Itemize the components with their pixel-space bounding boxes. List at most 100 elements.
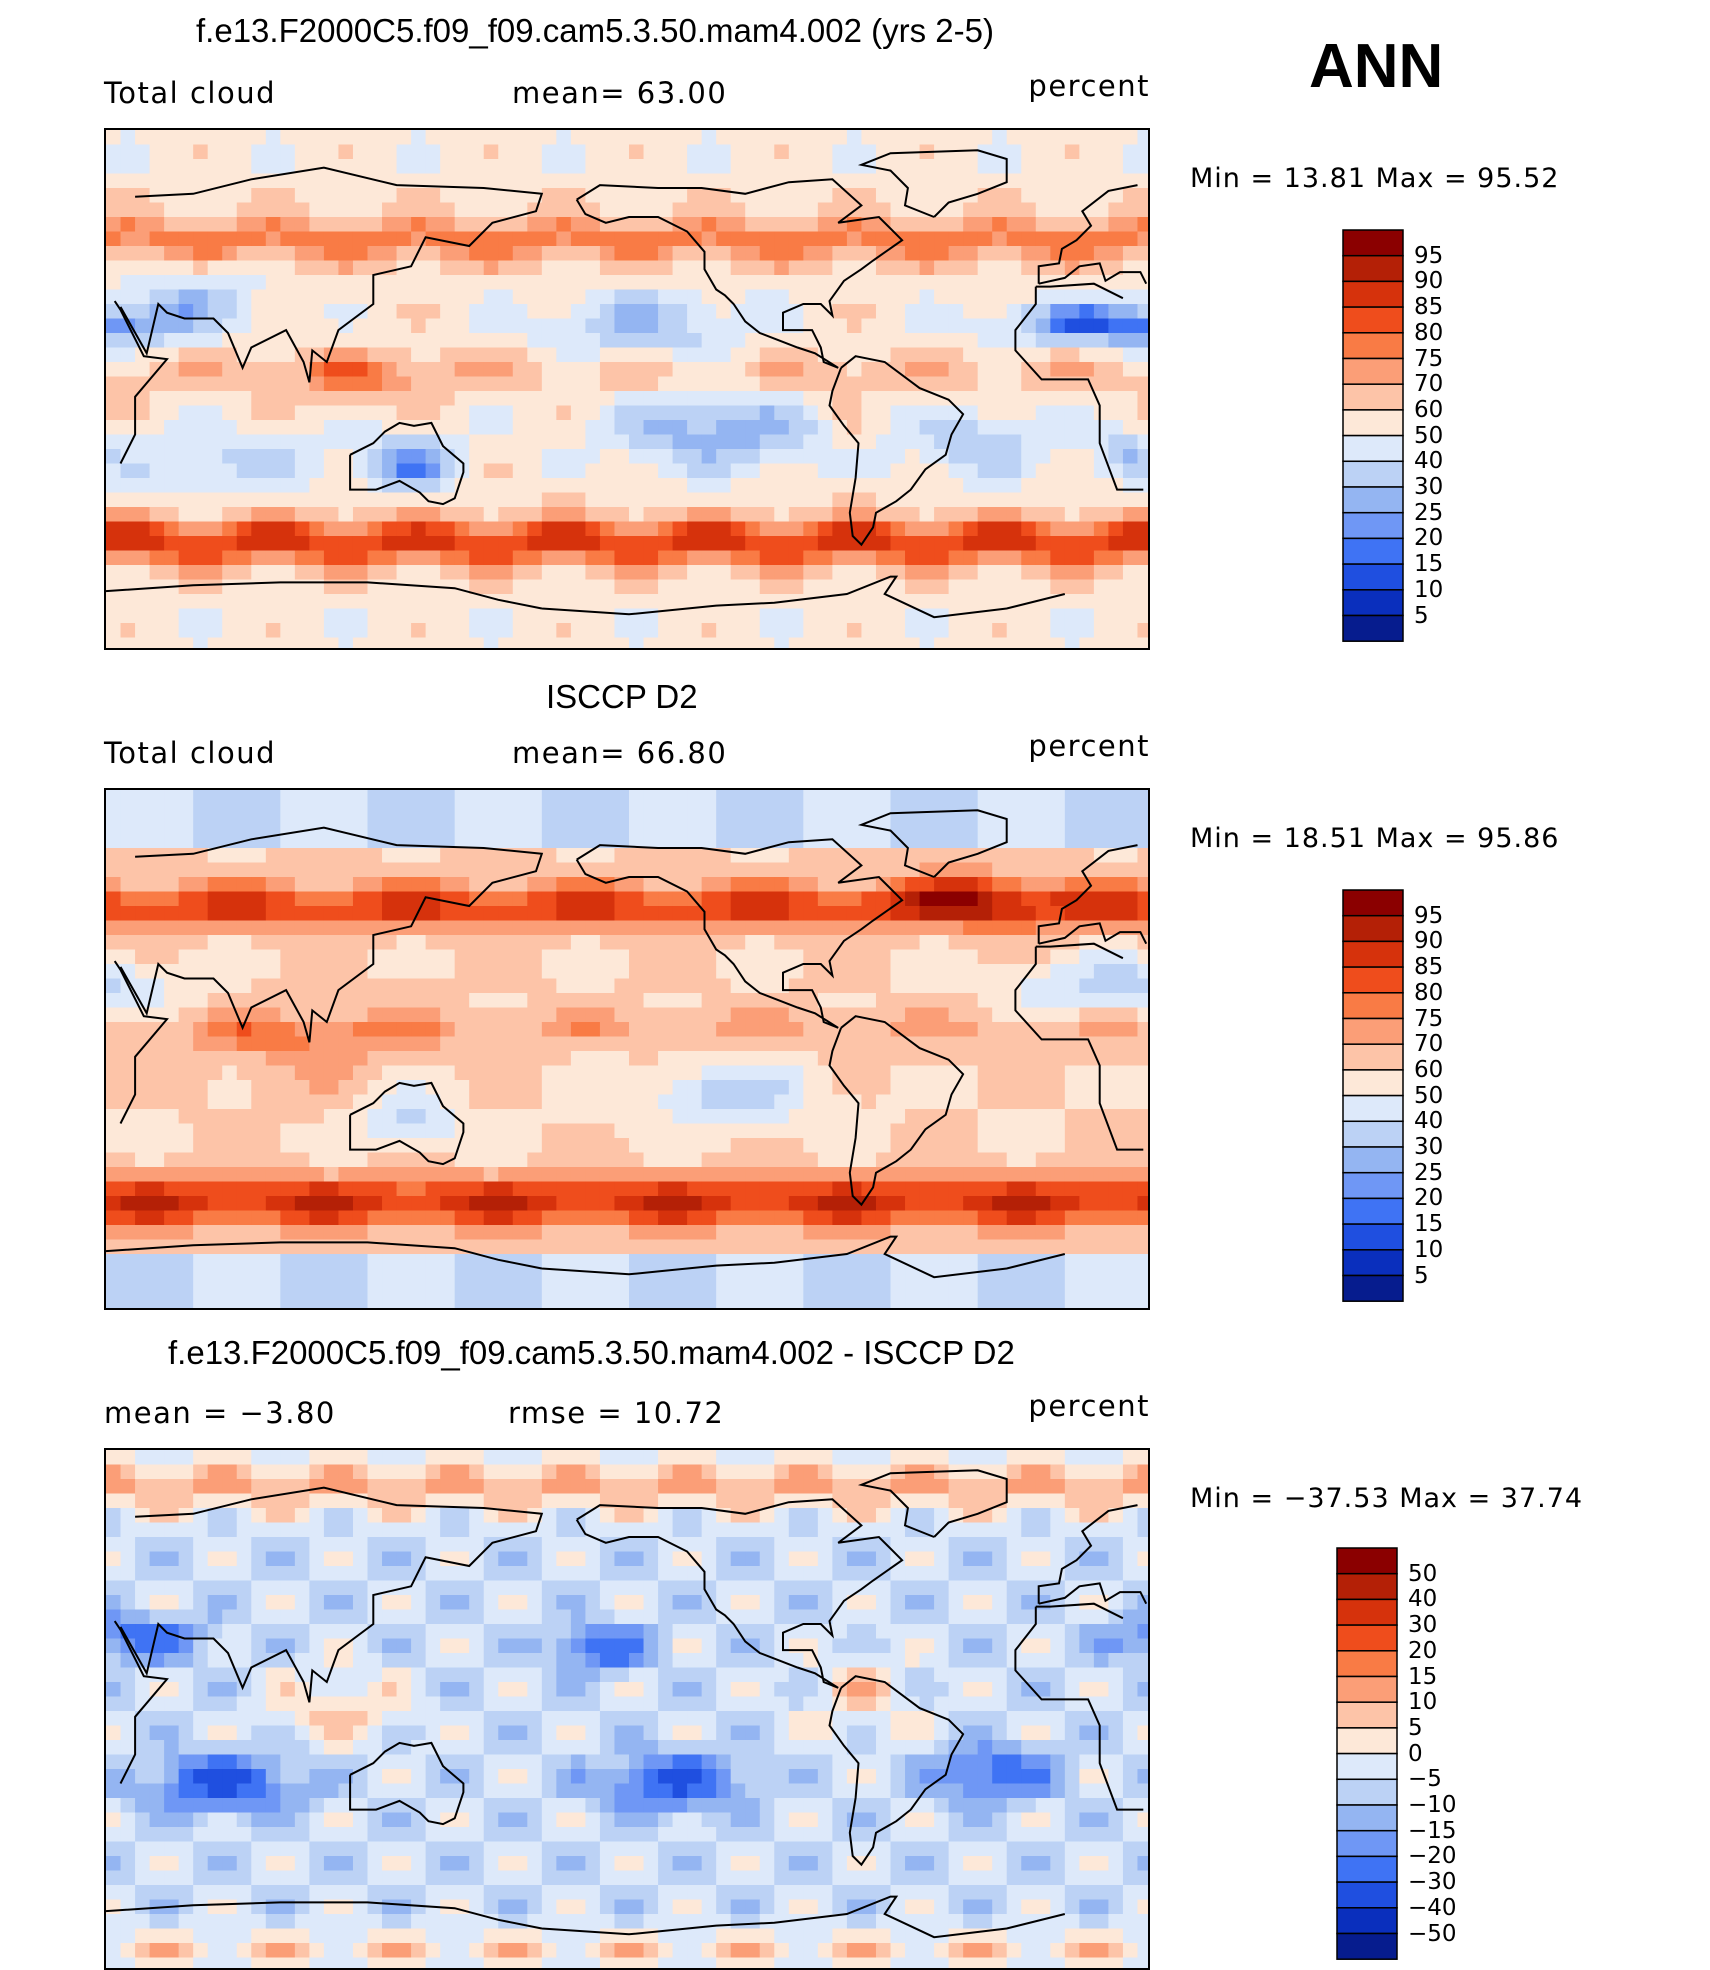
field-cell: [484, 1240, 499, 1255]
field-cell: [978, 863, 993, 878]
field-cell: [382, 892, 397, 907]
field-cell: [440, 159, 455, 174]
field-cell: [934, 261, 949, 276]
field-cell: [411, 935, 426, 950]
field-cell: [542, 950, 557, 965]
field-cell: [963, 565, 978, 580]
field-cell: [556, 834, 571, 849]
field-cell: [1123, 391, 1138, 406]
field-cell: [1094, 819, 1109, 834]
field-cell: [1021, 130, 1036, 145]
field-cell: [382, 304, 397, 319]
field-cell: [280, 188, 295, 203]
field-cell: [266, 406, 281, 421]
field-cell: [338, 377, 353, 392]
field-cell: [251, 507, 266, 522]
field-cell: [803, 203, 818, 218]
field-cell: [397, 1182, 412, 1197]
field-cell: [484, 1022, 499, 1037]
field-cell: [208, 1225, 223, 1240]
field-cell: [251, 159, 266, 174]
field-cell: [861, 377, 876, 392]
field-cell: [702, 964, 717, 979]
field-cell: [745, 333, 760, 348]
field-cell: [542, 217, 557, 232]
field-cell: [760, 906, 775, 921]
field-cell: [440, 993, 455, 1008]
field-cell: [542, 834, 557, 849]
field-cell: [106, 1066, 121, 1081]
field-cell: [1036, 623, 1051, 638]
field-cell: [702, 950, 717, 965]
field-cell: [556, 993, 571, 1008]
field-cell: [600, 638, 615, 651]
field-cell: [106, 493, 121, 508]
field-cell: [309, 979, 324, 994]
field-cell: [498, 935, 513, 950]
field-cell: [905, 420, 920, 435]
field-cell: [208, 1066, 223, 1081]
field-cell: [614, 449, 629, 464]
field-cell: [745, 464, 760, 479]
field-cell: [876, 304, 891, 319]
field-cell: [1065, 638, 1080, 651]
field-cell: [1123, 790, 1138, 805]
field-cell: [397, 275, 412, 290]
field-cell: [382, 1153, 397, 1168]
field-cell: [731, 1182, 746, 1197]
field-cell: [295, 993, 310, 1008]
field-cell: [353, 819, 368, 834]
field-cell: [266, 1138, 281, 1153]
field-cell: [673, 834, 688, 849]
field-cell: [106, 507, 121, 522]
field-cell: [760, 1138, 775, 1153]
field-cell: [556, 1167, 571, 1182]
field-cell: [353, 950, 368, 965]
field-cell: [295, 1109, 310, 1124]
field-cell: [702, 478, 717, 493]
field-cell: [1137, 261, 1150, 276]
field-cell: [324, 1051, 339, 1066]
field-cell: [542, 906, 557, 921]
field-cell: [1007, 863, 1022, 878]
field-cell: [222, 377, 237, 392]
field-cell: [949, 1153, 964, 1168]
field-cell: [382, 246, 397, 261]
field-cell: [397, 1095, 412, 1110]
field-cell: [832, 435, 847, 450]
field-cell: [368, 203, 383, 218]
field-cell: [1137, 464, 1150, 479]
field-cell: [1036, 906, 1051, 921]
field-cell: [644, 1109, 659, 1124]
field-cell: [121, 1124, 136, 1139]
field-cell: [455, 333, 470, 348]
field-cell: [644, 275, 659, 290]
field-cell: [600, 1109, 615, 1124]
field-cell: [484, 819, 499, 834]
field-cell: [542, 130, 557, 145]
field-cell: [397, 609, 412, 624]
field-cell: [600, 594, 615, 609]
field-cell: [280, 863, 295, 878]
colorbar-label: 5: [1414, 605, 1429, 628]
field-cell: [1050, 638, 1065, 651]
field-cell: [237, 507, 252, 522]
field-cell: [251, 1080, 266, 1095]
field-cell: [905, 1022, 920, 1037]
field-cell: [469, 638, 484, 651]
field-cell: [556, 290, 571, 305]
field-cell: [847, 246, 862, 261]
field-cell: [368, 565, 383, 580]
field-cell: [644, 1211, 659, 1226]
field-cell: [1007, 449, 1022, 464]
field-cell: [1123, 921, 1138, 936]
field-cell: [614, 493, 629, 508]
field-cell: [731, 1225, 746, 1240]
field-cell: [542, 203, 557, 218]
field-cell: [571, 1240, 586, 1255]
field-cell: [614, 1167, 629, 1182]
field-cell: [513, 145, 528, 160]
field-cell: [905, 261, 920, 276]
field-cell: [716, 819, 731, 834]
field-cell: [440, 790, 455, 805]
